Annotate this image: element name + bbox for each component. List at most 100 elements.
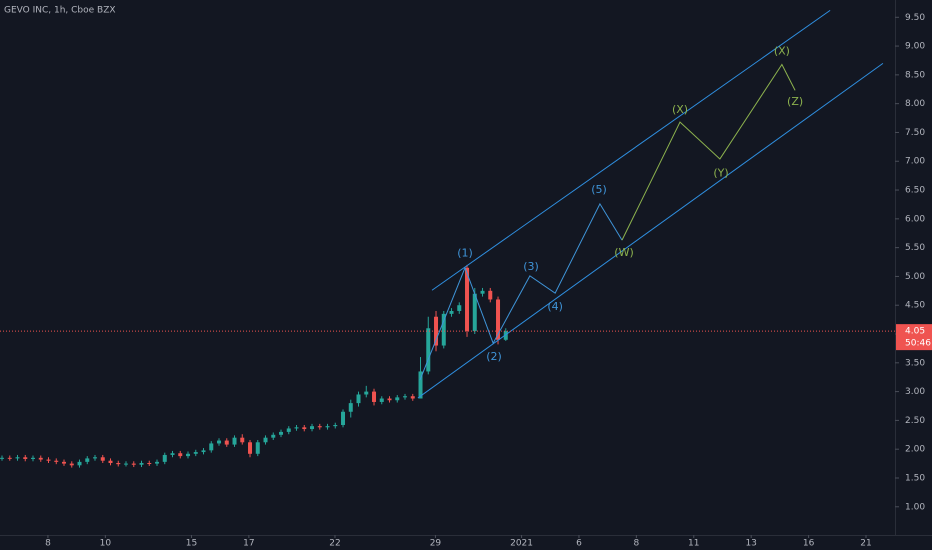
candle-body [255, 442, 260, 454]
candle-body [162, 454, 167, 462]
candle-body [31, 457, 36, 459]
candle-body [403, 396, 408, 398]
candle-body [310, 426, 315, 430]
candle-body [441, 313, 446, 346]
x-tick-label: 16 [803, 539, 815, 549]
candle-body [69, 463, 74, 466]
wave-label: (Z) [787, 95, 803, 108]
candle-body [178, 453, 183, 457]
x-tick-label: 17 [243, 539, 254, 549]
y-tick-label: 2.50 [905, 416, 925, 426]
candle-body [23, 457, 28, 459]
candle-body [333, 425, 338, 427]
candle-body [201, 450, 206, 453]
y-tick-label: 5.00 [905, 272, 925, 282]
candle-body [488, 290, 493, 300]
y-tick-label: 8.00 [905, 99, 925, 109]
candle-body [372, 391, 377, 402]
x-tick-label: 2021 [510, 539, 533, 549]
candle-body [325, 426, 330, 428]
candle-body [186, 453, 191, 457]
y-tick-label: 1.50 [905, 473, 925, 483]
candle-body [38, 457, 43, 460]
candle-body [387, 398, 392, 401]
candle-body [286, 428, 291, 432]
candle-body [224, 440, 229, 445]
wave-label: (2) [486, 350, 502, 363]
chart-title: GEVO INC, 1h, Cboe BZX [4, 6, 116, 16]
last-price-box [896, 324, 932, 351]
candle-body [46, 459, 51, 461]
candle-body [410, 396, 415, 399]
candle-body [348, 403, 353, 412]
candle-body [317, 426, 322, 428]
candle-body [193, 452, 198, 454]
candle-body [279, 431, 284, 435]
countdown-label: 50:46 [905, 339, 931, 349]
candle-body [418, 371, 423, 399]
candle-body [465, 267, 470, 332]
candle-body [15, 457, 20, 459]
candle-body [302, 427, 307, 430]
candle-body [0, 457, 5, 459]
candle-body [124, 463, 129, 465]
x-tick-label: 13 [745, 539, 756, 549]
wave-label: (3) [523, 260, 539, 273]
x-tick-label: 8 [45, 539, 51, 549]
candle-body [341, 411, 346, 426]
candle-body [240, 437, 245, 443]
x-tick-label: 15 [186, 539, 197, 549]
candle-body [217, 440, 222, 444]
candle-body [395, 397, 400, 401]
channel-line [431, 9, 831, 291]
candle-body [100, 457, 105, 461]
candle-body [379, 398, 384, 402]
y-tick-label: 9.50 [905, 13, 925, 23]
candle-body [248, 442, 253, 454]
y-tick-label: 3.00 [905, 387, 925, 397]
wave-path [419, 202, 623, 381]
y-tick-label: 6.50 [905, 186, 925, 196]
y-tick-label: 4.50 [905, 301, 925, 311]
candle-body [147, 463, 152, 465]
x-tick-label: 6 [576, 539, 582, 549]
wave-label: (Y) [713, 166, 728, 179]
candle-body [7, 457, 12, 459]
candle-body [472, 293, 477, 332]
candle-body [356, 394, 361, 404]
candle-body [449, 310, 454, 314]
y-tick-label: 6.00 [905, 214, 925, 224]
y-tick-label: 1.00 [905, 502, 925, 512]
x-tick-label: 29 [430, 539, 442, 549]
last-price-label: 4.05 [905, 327, 925, 337]
channel-line [417, 62, 884, 399]
x-tick-label: 21 [860, 539, 871, 549]
candle-body [93, 457, 98, 459]
wave-label: (4) [547, 300, 563, 313]
candle-body [263, 437, 268, 443]
candle-body [54, 460, 59, 462]
candle-body [131, 463, 136, 465]
y-tick-label: 9.00 [905, 42, 925, 52]
y-tick-label: 7.00 [905, 157, 925, 167]
candle-body [503, 331, 508, 340]
y-tick-label: 7.50 [905, 128, 925, 138]
x-tick-label: 22 [329, 539, 340, 549]
wave-label: (1) [457, 246, 473, 259]
candle-body [434, 316, 439, 346]
y-tick-label: 8.50 [905, 70, 925, 80]
x-tick-label: 8 [634, 539, 640, 549]
y-tick-label: 5.50 [905, 243, 925, 253]
wave-path [621, 63, 796, 241]
wave-label: (X) [672, 103, 688, 116]
candle-body [77, 461, 82, 466]
candle-body [62, 461, 67, 464]
candle-body [85, 458, 90, 462]
wave-label: (W) [614, 246, 633, 259]
candle-body [271, 434, 276, 438]
candle-body [139, 463, 144, 465]
wave-label: (5) [591, 183, 607, 196]
y-tick-label: 2.00 [905, 445, 925, 455]
candle-body [116, 463, 121, 465]
